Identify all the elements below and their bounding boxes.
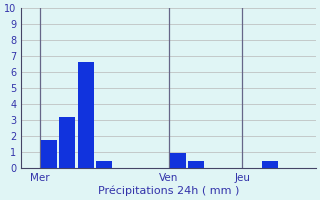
Bar bbox=[78, 62, 93, 168]
Bar bbox=[96, 161, 112, 168]
X-axis label: Précipitations 24h ( mm ): Précipitations 24h ( mm ) bbox=[98, 185, 239, 196]
Bar bbox=[41, 140, 57, 168]
Bar bbox=[170, 153, 186, 168]
Bar bbox=[262, 161, 278, 168]
Bar bbox=[188, 161, 204, 168]
Bar bbox=[60, 117, 75, 168]
